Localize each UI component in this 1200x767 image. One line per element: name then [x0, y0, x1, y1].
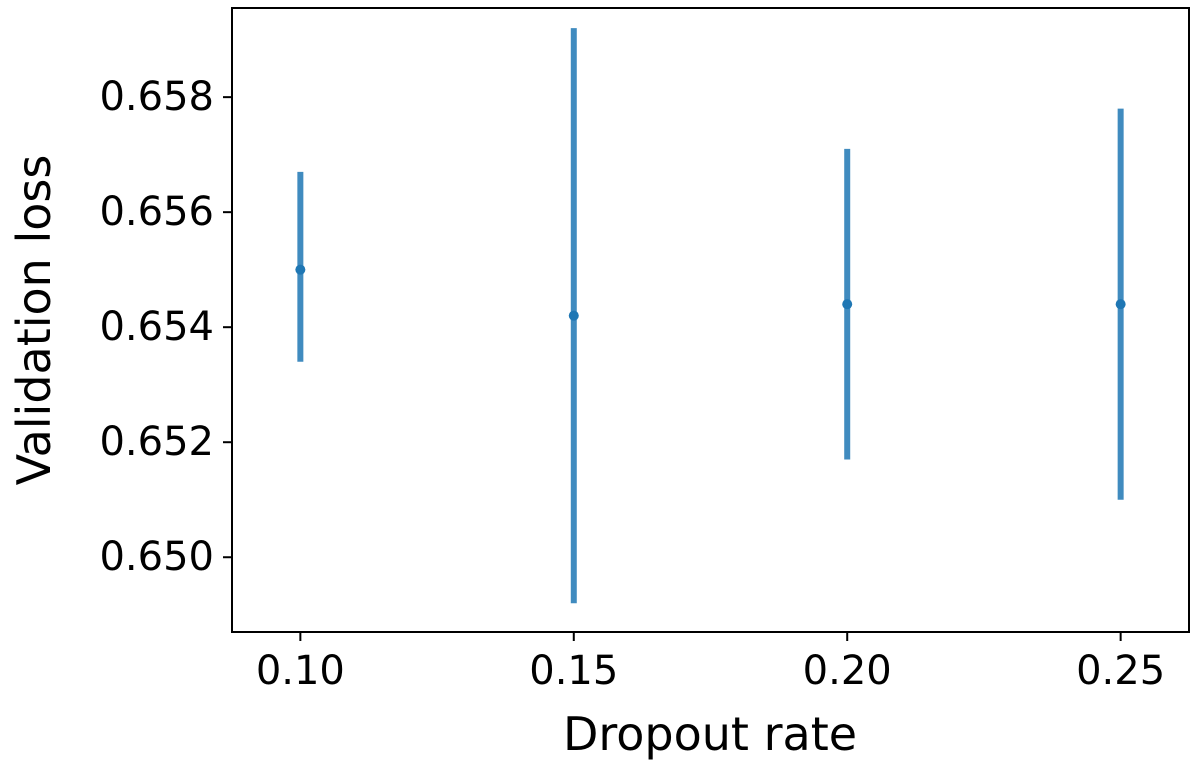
x-tick-label: 0.25 — [1076, 648, 1165, 694]
x-axis-label: Dropout rate — [563, 707, 857, 761]
x-tick-label: 0.15 — [529, 648, 618, 694]
y-tick-label: 0.654 — [99, 304, 214, 350]
x-axis-ticks: 0.10 0.15 0.20 0.25 — [256, 632, 1165, 694]
data-point — [1115, 299, 1126, 310]
y-tick-label: 0.652 — [99, 419, 214, 465]
data-point — [295, 264, 306, 275]
y-tick-label: 0.658 — [99, 74, 214, 120]
data-marks — [295, 28, 1126, 604]
x-tick-label: 0.10 — [256, 648, 345, 694]
data-point — [568, 310, 579, 321]
x-tick-label: 0.20 — [803, 648, 892, 694]
y-axis-label: Validation loss — [7, 155, 61, 486]
y-tick-label: 0.656 — [99, 189, 214, 235]
y-axis-ticks: 0.650 0.652 0.654 0.656 0.658 — [99, 74, 232, 580]
plot-area-frame — [231, 7, 1190, 633]
data-point — [842, 299, 853, 310]
y-tick-label: 0.650 — [99, 534, 214, 580]
